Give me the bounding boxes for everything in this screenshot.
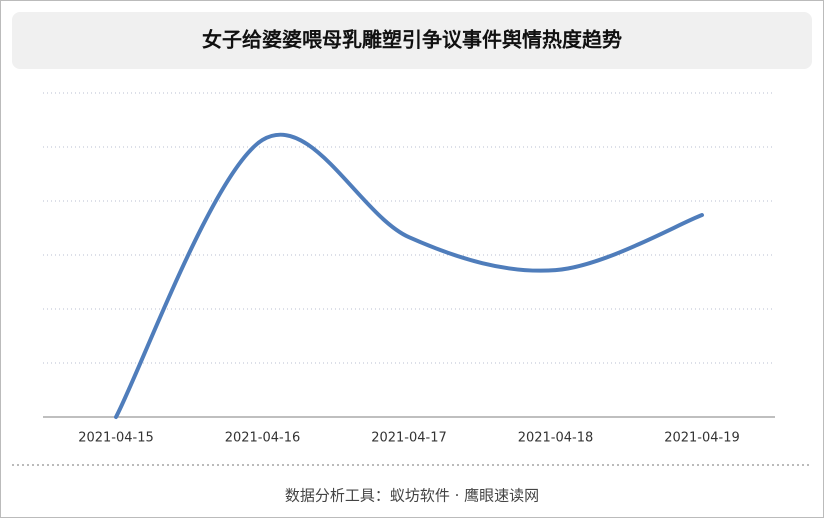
x-tick-label: 2021-04-15: [78, 431, 154, 446]
title-box: [12, 12, 812, 69]
x-tick-label: 2021-04-17: [371, 431, 447, 446]
x-tick-label: 2021-04-19: [664, 431, 740, 446]
line: [114, 132, 704, 419]
chart-title: 女子给婆婆喂母乳雕塑引争议事件舆情热度趋势: [202, 28, 622, 52]
x-tick-label: 2021-04-16: [225, 431, 301, 446]
footer: 数据分析工具：蚁坊软件 · 鹰眼速读网: [285, 487, 539, 505]
x-tick-label: 2021-04-18: [518, 431, 594, 446]
